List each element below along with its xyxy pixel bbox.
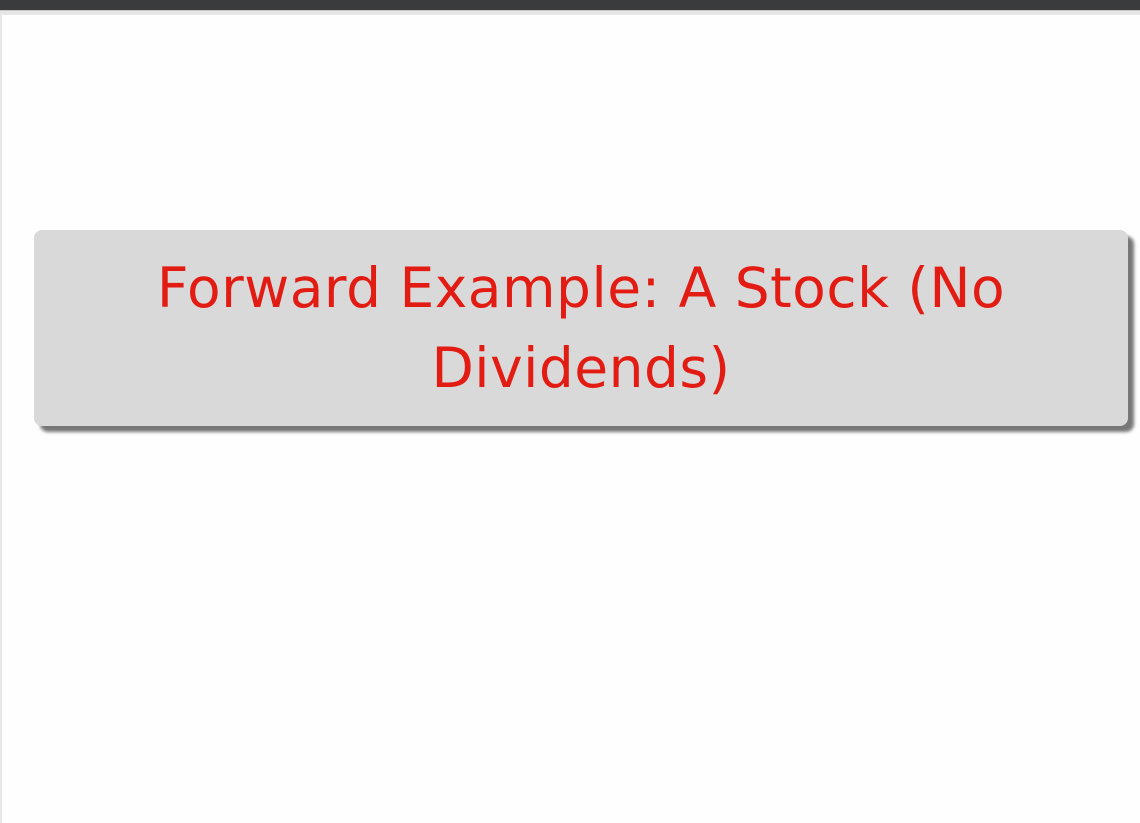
slide-title-box: Forward Example: A Stock (No Dividends)	[34, 230, 1128, 426]
slide-top-border	[0, 10, 1140, 15]
slide-title: Forward Example: A Stock (No Dividends)	[156, 256, 1006, 400]
window-top-bar	[0, 0, 1140, 10]
